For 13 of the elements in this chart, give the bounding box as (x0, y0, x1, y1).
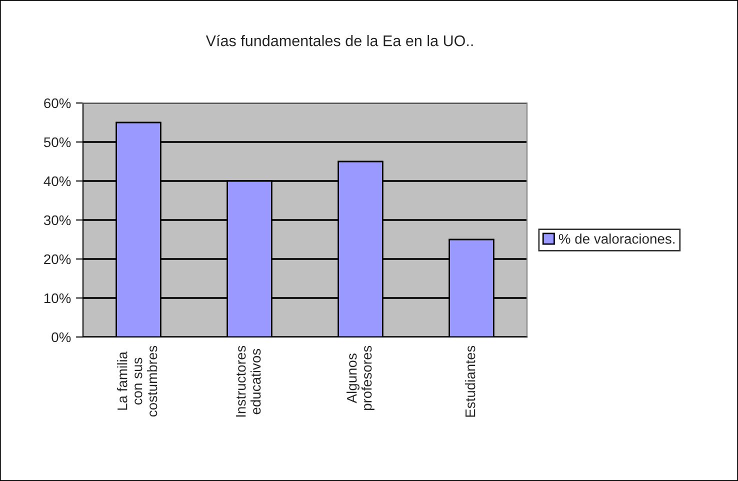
x-tick-label: Instructores educativos (236, 346, 261, 417)
y-tick-label: 50% (44, 137, 71, 148)
y-tick-label: 10% (44, 293, 71, 304)
x-tick-label: Estudiantes (465, 346, 476, 417)
y-tick-label: 40% (44, 176, 71, 186)
y-tick-label: 30% (44, 215, 71, 226)
y-tick-label: 20% (44, 254, 71, 264)
y-tick-label: 0% (52, 332, 71, 342)
legend-label: % de valoraciones. (558, 234, 674, 244)
y-tick-label: 60% (44, 98, 71, 108)
x-tick-label: Algunos profesores (346, 346, 374, 410)
chart-title: Vías fundamentales de la Ea en la UO.. (206, 34, 473, 46)
x-tick-label: La familia con sus costumbres (117, 346, 158, 417)
